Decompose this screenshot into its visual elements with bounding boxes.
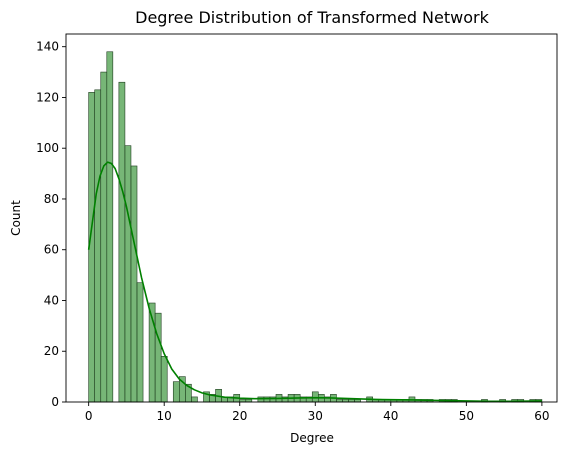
histogram-bar <box>154 312 162 403</box>
histogram-bar <box>160 356 168 403</box>
histogram-bar <box>130 165 138 403</box>
kde-line <box>87 161 542 403</box>
axes-layer: 0 10 20 30 40 50 60 0 20 40 60 80 100 120 140 <box>36 33 558 423</box>
x-tick-label: 50 <box>459 409 474 423</box>
plot-frame <box>65 33 558 403</box>
y-tick-label: 80 <box>44 192 59 206</box>
x-axis-label: Degree <box>290 431 334 445</box>
x-tick-label: 40 <box>383 409 398 423</box>
y-tick-label: 100 <box>36 141 59 155</box>
y-tick-label: 0 <box>51 395 59 409</box>
y-tick-label: 20 <box>44 344 59 358</box>
y-tick-label: 140 <box>36 40 59 54</box>
x-tick-label: 20 <box>232 409 247 423</box>
histogram-bar <box>172 381 180 403</box>
y-axis-label: Count <box>9 200 23 236</box>
kde-layer <box>87 161 542 403</box>
y-tick-label: 40 <box>44 293 59 307</box>
x-tick-label: 30 <box>308 409 323 423</box>
x-tick-label: 10 <box>157 409 172 423</box>
y-tick-label: 60 <box>44 243 59 257</box>
histogram-bar <box>136 282 144 403</box>
histogram-bar <box>106 51 114 403</box>
x-tick-label: 60 <box>534 409 549 423</box>
y-tick-label: 120 <box>36 90 59 104</box>
x-tick-label: 0 <box>85 409 93 423</box>
histogram-bar <box>94 89 102 403</box>
histogram-bar <box>257 396 265 403</box>
histogram-bar <box>191 396 198 403</box>
histogram-bar <box>100 71 108 403</box>
histogram-bar <box>118 81 126 403</box>
histogram-bar <box>124 145 132 403</box>
chart-title: Degree Distribution of Transformed Netwo… <box>135 8 489 27</box>
bars-layer <box>88 51 543 403</box>
histogram-bar <box>263 396 271 403</box>
